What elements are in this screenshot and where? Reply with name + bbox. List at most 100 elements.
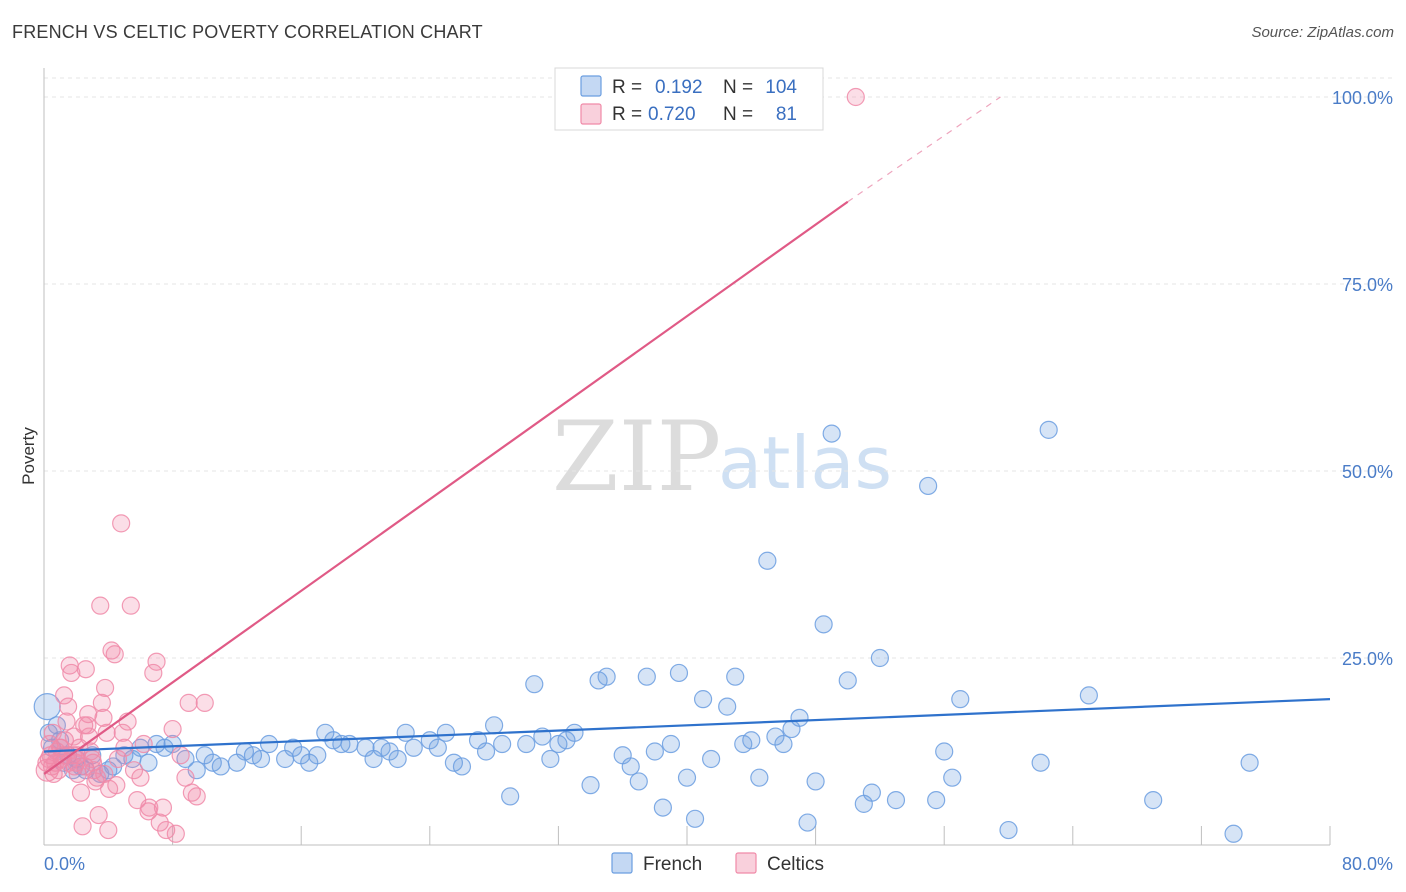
french-point-106 [1039, 420, 1058, 439]
chart-title: FRENCH VS CELTIC POVERTY CORRELATION CHA… [12, 22, 483, 42]
legend-frame [554, 67, 824, 131]
french-point-73 [653, 798, 672, 817]
french-point-100 [927, 791, 946, 810]
trend-lines [43, 96, 1331, 775]
french-point-65 [581, 776, 600, 795]
celtics-point-72 [54, 686, 74, 705]
celtics-point-79 [846, 87, 865, 107]
celtics-point-68 [43, 723, 62, 742]
french-point-92 [814, 615, 833, 634]
celtics-point-64 [187, 787, 206, 806]
celtics-point-35 [94, 708, 113, 727]
celtics-point-40 [105, 645, 124, 664]
french-point-89 [790, 708, 809, 727]
french-point-103 [951, 690, 970, 709]
watermark: ZIP atlas [552, 401, 892, 513]
celtics-point-75 [64, 727, 83, 746]
celtics-point-33 [91, 596, 110, 615]
french-point-59 [525, 675, 544, 694]
french-point-90 [798, 813, 817, 832]
celtics-trend-line [43, 200, 849, 775]
y-tick-labels: 25.0% 50.0% 75.0% 100.0% [1332, 88, 1393, 669]
celtics-point-73 [79, 704, 98, 724]
french-point-75 [669, 663, 689, 683]
french-point-36 [308, 746, 327, 765]
french-point-18 [139, 753, 158, 772]
french-point-67 [597, 667, 616, 686]
celtics-trend-extension [847, 96, 1001, 203]
series-french-points [33, 420, 1259, 843]
bottom-legend-label-celtics: Celtics [767, 854, 824, 875]
y-axis-label: Poverty [19, 427, 38, 485]
french-point-52 [452, 757, 472, 776]
celtics-point-13 [59, 697, 78, 716]
bottom-legend-label-french: French [643, 854, 702, 875]
french-point-94 [838, 671, 857, 690]
french-point-91 [806, 772, 825, 791]
celtics-point-44 [113, 723, 132, 742]
french-point-102 [943, 768, 962, 787]
french-point-30 [251, 749, 271, 769]
french-point-108 [1144, 791, 1163, 810]
legend-swatch-french [580, 75, 602, 97]
french-point-54 [476, 742, 496, 761]
french-point-49 [428, 738, 447, 757]
celtics-point-77 [100, 779, 119, 799]
celtics-point-53 [144, 663, 163, 683]
french-point-84 [750, 768, 769, 787]
legend-r-label-french: R = [612, 77, 642, 98]
french-point-109 [1224, 824, 1243, 843]
celtics-point-50 [131, 768, 150, 787]
celtics-point-36 [95, 678, 115, 698]
legend-n-value-celtics: 81 [776, 104, 797, 125]
french-point-50 [436, 723, 455, 742]
legend-n-value-french: 104 [765, 77, 797, 98]
bottom-legend-swatch-french [611, 852, 633, 874]
celtics-point-43 [112, 514, 131, 533]
legend-r-value-french: 0.192 [655, 77, 703, 98]
celtics-point-59 [166, 824, 185, 843]
french-point-64 [557, 731, 576, 750]
legend-box: R = 0.192 N = 104 R = 0.720 N = 81 [554, 67, 824, 131]
french-point-57 [501, 787, 520, 806]
french-point-58 [517, 734, 536, 754]
french-point-26 [211, 757, 230, 776]
legend-r-value-celtics: 0.720 [648, 104, 696, 125]
french-point-47 [404, 738, 423, 757]
french-trend-line [43, 698, 1331, 753]
celtics-point-47 [121, 596, 140, 615]
celtics-point-51 [134, 734, 153, 754]
celtics-point-37 [97, 723, 116, 742]
celtics-point-74 [40, 734, 59, 754]
y-tick-label-1: 50.0% [1342, 462, 1393, 482]
french-point-61 [541, 749, 560, 769]
french-point-96 [862, 783, 881, 802]
legend-r-label-celtics: R = [612, 104, 642, 125]
french-point-77 [685, 809, 705, 828]
celtics-point-38 [99, 820, 118, 840]
axes [43, 68, 1331, 846]
celtics-point-71 [83, 753, 103, 772]
celtics-point-62 [179, 693, 198, 712]
celtics-point-15 [62, 663, 81, 683]
celtics-point-58 [163, 719, 182, 739]
celtics-point-61 [176, 768, 195, 787]
bottom-legend: French Celtics [611, 852, 824, 875]
watermark-atlas: atlas [718, 421, 892, 505]
celtics-point-54 [147, 652, 166, 671]
french-point-69 [621, 757, 640, 776]
celtics-point-57 [157, 820, 176, 840]
y-tick-label-0: 25.0% [1342, 649, 1393, 669]
french-point-70 [629, 772, 648, 791]
french-point-101 [935, 742, 954, 761]
celtics-point-34 [92, 693, 111, 712]
french-point-83 [742, 731, 761, 750]
french-point-76 [677, 768, 697, 787]
french-point-98 [886, 791, 906, 810]
french-point-56 [493, 734, 512, 754]
celtics-point-60 [171, 746, 190, 765]
source-credit: Source: ZipAtlas.com [1251, 24, 1394, 41]
french-point-46 [396, 723, 415, 742]
french-point-4 [50, 731, 70, 750]
